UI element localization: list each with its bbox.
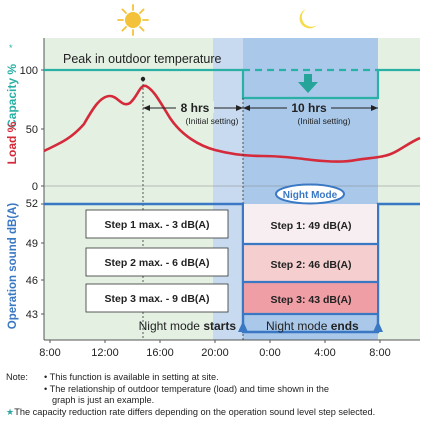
- note-line-3: graph is just an example.: [52, 395, 155, 405]
- sound-tick-52: 52: [26, 198, 38, 210]
- moon-icon: [299, 9, 317, 29]
- note-line-2: • The relationship of outdoor temperatur…: [44, 383, 329, 394]
- label-backdrop: [287, 101, 331, 113]
- x-tick-0800-next: 8:00: [369, 347, 390, 359]
- bracket-arrow: [371, 105, 378, 111]
- sound-axis-label: Operation sound dB(A): [7, 203, 19, 330]
- capacity-tick-100: 100: [20, 65, 38, 77]
- note-spacer: [6, 384, 44, 396]
- day-step-2-box: [85, 247, 229, 277]
- sun-icon: [117, 4, 149, 36]
- day-step-2-label: Step 2 max. - 6 dB(A): [104, 257, 209, 269]
- capacity-axis-label: Capacity %: [5, 64, 19, 128]
- right-initial-setting: (Initial setting): [298, 116, 351, 126]
- peak-marker-dot: [140, 76, 146, 82]
- night-step-1-label: Step 1: 49 dB(A): [270, 220, 351, 232]
- star-icon: ★: [6, 406, 15, 417]
- sound-tick-46: 46: [26, 275, 38, 287]
- night-step-2-label: Step 2: 46 dB(A): [270, 259, 351, 271]
- night-mode-starts-caption: Night mode starts: [139, 319, 237, 333]
- day-step-1-label: Step 1 max. - 3 dB(A): [104, 219, 209, 231]
- note-row: ★ The capacity reduction rate differs de…: [6, 407, 426, 419]
- night-mode-badge-label: Night Mode: [283, 190, 338, 201]
- x-tick-0400: 4:00: [314, 347, 335, 359]
- label-backdrop: [176, 101, 214, 113]
- bracket-arrow: [143, 105, 150, 111]
- sound-tick-43: 43: [26, 309, 38, 321]
- night-mode-ends-caption: Night mode ends: [266, 319, 359, 333]
- night-step-3-label: Step 3: 43 dB(A): [270, 294, 351, 306]
- load-curve: [43, 84, 421, 163]
- note-label: Note:: [6, 372, 28, 382]
- note-line-1: • This function is available in setting …: [44, 372, 219, 382]
- night-step-1-bg: [244, 204, 377, 244]
- x-tick-1200: 12:00: [91, 347, 119, 359]
- notes-block: Note: • This function is available in se…: [6, 372, 426, 418]
- x-tick-2000: 20:00: [201, 347, 229, 359]
- night-mode-diagram: Capacity % * Load % Operation sound dB(A…: [5, 4, 421, 359]
- night-mode-badge: [275, 183, 345, 205]
- capacity-star: *: [9, 43, 13, 53]
- peak-annotation: Peak in outdoor temperature: [63, 52, 221, 66]
- capacity-line-night: [241, 68, 420, 100]
- load-axis-label: Load %: [5, 121, 19, 164]
- sound-level-line: [44, 202, 420, 334]
- left-hours-label: 8 hrs: [181, 101, 210, 115]
- x-tick-0800: 8:00: [39, 347, 60, 359]
- note-row: • The relationship of outdoor temperatur…: [6, 384, 426, 396]
- day-step-1-box: [85, 209, 229, 239]
- right-hours-label: 10 hrs: [291, 101, 327, 115]
- up-arrow-icon: [238, 321, 248, 332]
- capacity-tick-50: 50: [26, 124, 38, 136]
- up-arrow-icon: [373, 321, 383, 332]
- night-step-2-bg: [244, 244, 377, 282]
- left-initial-setting: (Initial setting): [186, 116, 239, 126]
- day-step-3-label: Step 3 max. - 9 dB(A): [104, 293, 209, 305]
- night-step-3-bg: [244, 282, 377, 314]
- day-step-3-box: [85, 283, 229, 313]
- bracket-arrow: [243, 105, 250, 111]
- down-arrow-icon: [298, 74, 318, 93]
- x-tick-0000: 0:00: [259, 347, 280, 359]
- note-row: Note: • This function is available in se…: [6, 372, 426, 384]
- bracket-arrow: [236, 105, 243, 111]
- capacity-tick-0: 0: [32, 181, 38, 193]
- x-tick-1600: 16:00: [146, 347, 174, 359]
- note-line-4: The capacity reduction rate differs depe…: [14, 406, 376, 417]
- sound-tick-49: 49: [26, 238, 38, 250]
